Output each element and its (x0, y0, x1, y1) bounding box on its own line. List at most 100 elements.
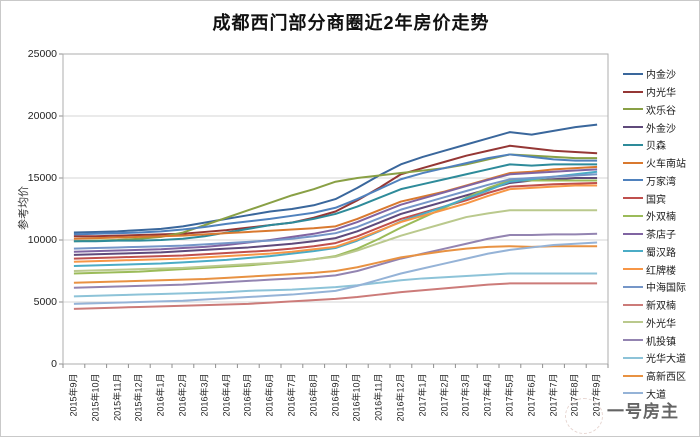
legend-label: 内金沙 (646, 70, 676, 82)
x-axis-label: 2016年3月 (199, 373, 210, 417)
y-axis-label: 10000 (27, 233, 57, 246)
x-axis-label: 2017年3月 (460, 373, 471, 417)
x-axis-label: 2016年5月 (242, 373, 253, 417)
legend-marker-line (623, 321, 643, 324)
x-axis-label: 2017年4月 (482, 373, 493, 417)
x-axis-label: 2015年10月 (90, 373, 101, 422)
legend-item-蜀汉路: 蜀汉路 (623, 243, 699, 261)
legend-marker-line (623, 108, 643, 111)
x-axis-label: 2016年11月 (373, 373, 384, 421)
legend-item-高新西区: 高新西区 (623, 367, 699, 385)
legend-marker-line (623, 126, 643, 129)
legend: 内金沙 内光华欢乐谷外金沙贝森火车南站万家湾国宾外双楠茶店子蜀汉路红牌楼 中海国际新… (623, 65, 699, 403)
legend-label: 外双楠 (646, 212, 676, 224)
series-line-外光华 (73, 209, 598, 272)
series-line-新双楠 (73, 282, 598, 310)
legend-marker-line (623, 250, 643, 253)
series-line-贝森 (73, 163, 598, 243)
legend-item-外光华: 外光华 (623, 314, 699, 332)
series-line-万家湾 (73, 153, 598, 236)
legend-item-火车南站: 火车南站 (623, 154, 699, 172)
legend-label: 欢乐谷 (646, 105, 676, 117)
legend-label: 高新西区 (646, 372, 686, 384)
x-axis-label: 2017年1月 (417, 373, 428, 417)
watermark-text: 一号房主 (607, 402, 679, 421)
y-axis-label: 20000 (27, 109, 57, 122)
legend-label: 万家湾 (646, 176, 676, 188)
x-axis-label: 2016年4月 (221, 373, 231, 417)
y-axis-label: 5000 (33, 295, 57, 308)
series-line-内光华 (73, 144, 598, 238)
x-axis-label: 2017年6月 (526, 373, 537, 417)
watermark-stamp-icon (565, 398, 603, 434)
x-axis-label: 2017年7月 (548, 373, 558, 417)
legend-marker-line (623, 232, 643, 235)
series-line-火车南站 (73, 165, 598, 240)
legend-label: 国宾 (646, 194, 666, 206)
x-axis-label: 2016年9月 (330, 373, 340, 417)
legend-label: 茶店子 (646, 230, 676, 242)
legend-item-新双楠: 新双楠 (623, 296, 699, 314)
series-line-内金沙 (73, 123, 598, 234)
legend-marker-line (623, 268, 643, 271)
legend-item-内金沙: 内金沙 (623, 65, 699, 83)
x-axis-label: 2016年12月 (395, 373, 406, 422)
legend-item-万家湾: 万家湾 (623, 172, 699, 190)
legend-label: 大道 (646, 389, 666, 401)
x-axis-label: 2016年10月 (351, 373, 362, 422)
series-line-大道 (73, 241, 598, 305)
series-line-国宾 (73, 181, 598, 260)
legend-item-机投镇: 机投镇 (623, 331, 699, 349)
legend-label: 光华大道 (646, 354, 686, 366)
legend-item-大道: 大道 (623, 385, 699, 403)
legend-marker-line (623, 303, 643, 306)
legend-marker-line (623, 214, 643, 217)
legend-item-欢乐谷: 欢乐谷 (623, 101, 699, 119)
legend-item-外金沙: 外金沙 (623, 118, 699, 136)
x-axis-label: 2015年12月 (133, 373, 144, 422)
x-axis-label: 2015年11月 (112, 373, 122, 421)
legend-item-光华大道: 光华大道 (623, 349, 699, 367)
legend-label: 贝森 (646, 141, 666, 153)
legend-label: 机投镇 (646, 336, 676, 348)
legend-marker-line (623, 197, 643, 200)
x-axis-label: 2016年8月 (308, 373, 319, 417)
chart-title: 成都西门部分商圈近2年房价走势 (212, 13, 490, 33)
legend-marker-line (623, 392, 643, 395)
y-axis-label: 25000 (27, 47, 57, 60)
legend-marker-line (623, 339, 643, 342)
legend-marker-line (623, 90, 643, 93)
y-axis-label: 15000 (27, 171, 57, 184)
y-axis-label: 0 (51, 357, 57, 370)
legend-item-中海国际: 中海国际 (623, 278, 699, 296)
x-axis-label: 2015年9月 (68, 373, 79, 417)
series-line-高新西区 (73, 245, 598, 284)
legend-label: 火车南站 (646, 159, 686, 171)
legend-item-外双楠: 外双楠 (623, 207, 699, 225)
legend-marker-line (623, 374, 643, 377)
legend-marker-line (623, 356, 643, 359)
series-line-机投镇 (73, 232, 598, 289)
x-axis-label: 2016年6月 (264, 373, 275, 417)
legend-label: 外金沙 (646, 123, 676, 135)
legend-marker-line (623, 143, 643, 146)
legend-item-茶店子: 茶店子 (623, 225, 699, 243)
x-axis-label: 2016年1月 (155, 373, 166, 417)
legend-label: 红牌楼 (646, 265, 676, 277)
legend-label: 外光华 (646, 318, 676, 330)
series-line-茶店子 (73, 168, 598, 253)
legend-item-内光华: 内光华 (623, 83, 699, 101)
legend-item-贝森: 贝森 (623, 136, 699, 154)
series-line-中海国际 (73, 173, 598, 250)
legend-item-红牌楼: 红牌楼 (623, 260, 699, 278)
legend-marker-line (623, 161, 643, 164)
legend-marker-line (623, 72, 643, 75)
legend-marker-line (623, 285, 643, 288)
series-line-蜀汉路 (73, 170, 598, 268)
plot-border (62, 53, 609, 365)
series-line-红牌楼 (73, 184, 598, 263)
series-line-欢乐谷 (73, 153, 598, 243)
legend-label: 蜀汉路 (646, 247, 676, 259)
